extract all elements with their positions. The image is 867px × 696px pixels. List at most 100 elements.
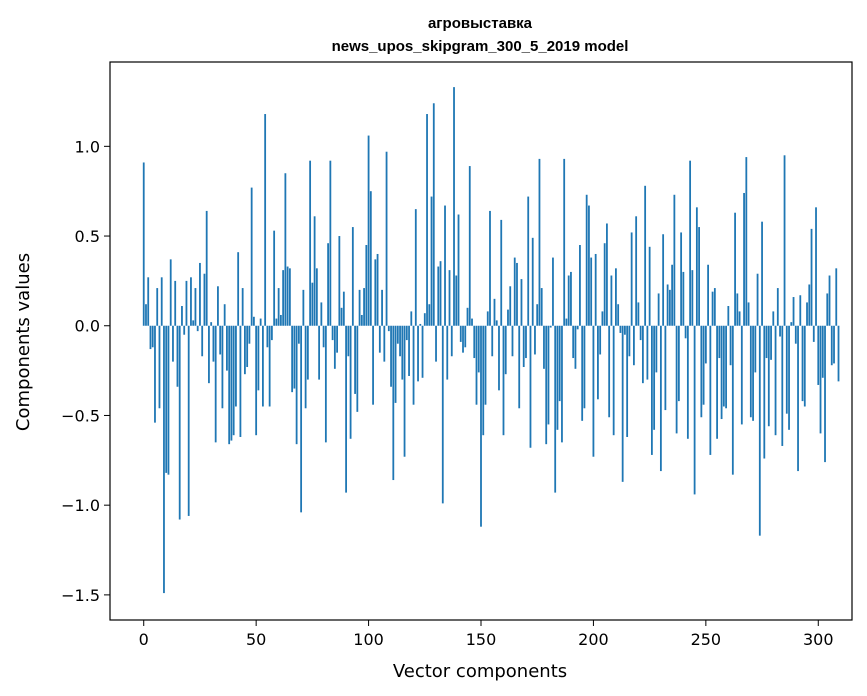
bar-302 xyxy=(821,325,824,378)
bar-73 xyxy=(306,325,309,380)
bar-134 xyxy=(444,205,446,326)
bar-178 xyxy=(543,325,545,369)
bar-11 xyxy=(167,325,170,475)
bar-265 xyxy=(738,311,741,326)
bar-266 xyxy=(740,325,743,425)
bar-126 xyxy=(426,114,428,326)
bar-285 xyxy=(783,155,786,326)
bar-166 xyxy=(516,262,518,326)
bar-34 xyxy=(219,325,222,355)
bar-26 xyxy=(201,325,204,357)
bar-16 xyxy=(178,325,181,520)
bar-97 xyxy=(360,314,363,326)
bar-92 xyxy=(349,325,352,439)
bar-219 xyxy=(635,216,638,326)
bar-180 xyxy=(547,325,550,425)
bar-254 xyxy=(713,288,716,326)
bar-164 xyxy=(511,325,514,357)
x-tick-label: 250 xyxy=(691,630,722,649)
bar-94 xyxy=(354,325,356,394)
bar-168 xyxy=(520,279,523,326)
bar-199 xyxy=(590,257,593,326)
bar-130 xyxy=(435,325,437,362)
bar-40 xyxy=(232,325,235,436)
bar-175 xyxy=(536,304,539,326)
x-tick-label: 300 xyxy=(803,630,834,649)
bar-74 xyxy=(309,160,312,326)
bar-202 xyxy=(597,325,599,400)
bar-25 xyxy=(199,262,201,326)
bar-143 xyxy=(464,325,467,348)
bar-80 xyxy=(322,325,325,348)
bar-55 xyxy=(266,325,269,348)
bar-10 xyxy=(165,325,168,473)
bar-255 xyxy=(716,325,718,439)
bar-48 xyxy=(250,187,253,326)
bar-174 xyxy=(534,325,536,355)
bar-124 xyxy=(421,325,424,378)
bar-70 xyxy=(300,325,303,513)
bar-200 xyxy=(592,325,595,457)
bar-183 xyxy=(554,325,557,493)
bar-35 xyxy=(221,325,224,409)
bar-41 xyxy=(235,325,237,407)
bar-294 xyxy=(803,325,806,407)
bar-196 xyxy=(583,325,586,409)
bar-123 xyxy=(419,323,422,326)
bar-30 xyxy=(210,322,213,326)
bar-221 xyxy=(639,325,642,341)
bar-90 xyxy=(345,325,347,493)
bar-258 xyxy=(722,325,725,407)
bar-263 xyxy=(734,212,736,326)
bar-81 xyxy=(324,325,327,443)
bar-110 xyxy=(390,325,392,387)
plot-frame xyxy=(109,61,853,621)
bar-7 xyxy=(158,325,161,409)
bar-213 xyxy=(621,325,624,482)
bar-223 xyxy=(644,185,647,326)
bar-22 xyxy=(192,320,195,326)
bar-38 xyxy=(228,325,231,445)
bar-118 xyxy=(408,325,410,376)
bar-28 xyxy=(205,210,208,326)
bar-32 xyxy=(214,325,217,443)
bar-253 xyxy=(711,291,714,326)
bar-205 xyxy=(603,243,606,326)
bar-281 xyxy=(774,325,777,436)
bar-51 xyxy=(257,325,260,391)
y-axis-ticks: −1.5 −1.0 −0.5 0.0 0.5 1.0 xyxy=(61,137,110,605)
bar-160 xyxy=(502,325,505,436)
bar-117 xyxy=(405,325,408,341)
bar-43 xyxy=(239,325,242,437)
bar-224 xyxy=(646,325,649,380)
bar-87 xyxy=(338,236,341,326)
bar-103 xyxy=(374,259,377,326)
bar-269 xyxy=(747,302,750,326)
bar-47 xyxy=(248,325,251,344)
bar-152 xyxy=(484,325,487,405)
bar-19 xyxy=(185,280,188,326)
bar-113 xyxy=(396,325,399,344)
bar-125 xyxy=(423,313,426,326)
bar-287 xyxy=(788,325,790,430)
bar-240 xyxy=(682,271,685,326)
bar-54 xyxy=(264,114,267,326)
bar-151 xyxy=(482,325,485,436)
bar-13 xyxy=(172,325,174,362)
bar-229 xyxy=(657,293,660,326)
bar-241 xyxy=(684,325,687,339)
bar-109 xyxy=(387,325,390,332)
bar-194 xyxy=(579,245,581,326)
bar-217 xyxy=(630,232,633,326)
bar-283 xyxy=(779,325,781,337)
bar-75 xyxy=(311,282,314,326)
bar-23 xyxy=(194,288,197,326)
bar-267 xyxy=(743,192,745,326)
bar-185 xyxy=(558,325,561,402)
bar-1 xyxy=(145,304,147,326)
bar-53 xyxy=(262,325,264,407)
bar-249 xyxy=(702,325,705,405)
bar-232 xyxy=(664,325,667,411)
y-tick-label: −1.5 xyxy=(61,586,100,605)
bar-153 xyxy=(486,311,489,326)
